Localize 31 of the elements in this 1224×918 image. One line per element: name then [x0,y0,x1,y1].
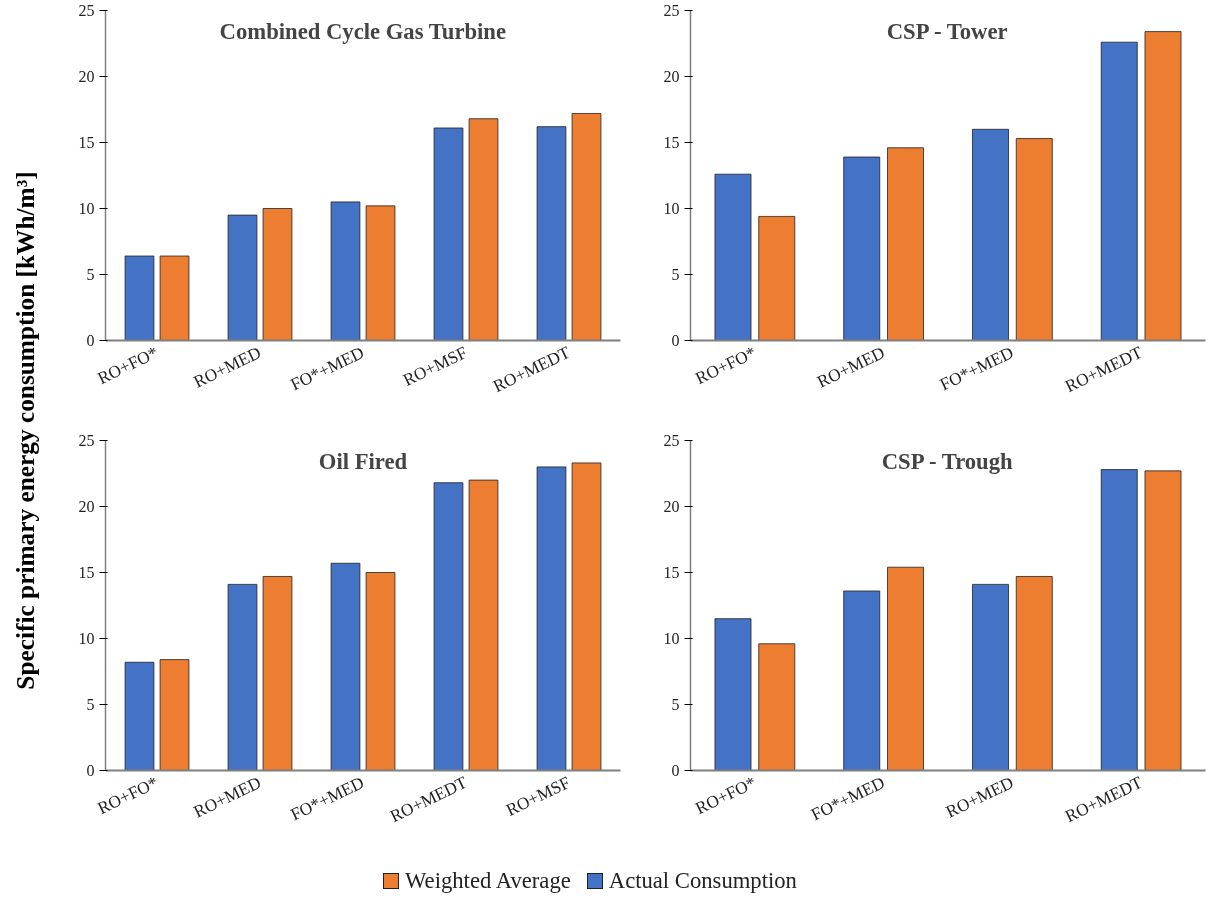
y-tick-label: 15 [663,134,680,151]
y-tick-label: 20 [78,68,95,85]
y-tick-label: 5 [86,266,95,283]
y-tick-label: 25 [78,432,95,449]
y-tick-label: 15 [663,564,680,581]
y-tick-label: 25 [663,432,680,449]
y-tick-label: 15 [78,134,95,151]
y-tick-label: 0 [671,762,680,779]
y-tick-label: 10 [78,200,95,217]
y-tick-label: 10 [78,630,95,647]
y-tick-label: 0 [86,762,95,779]
y-tick-label: 25 [663,2,680,19]
legend-label: Actual Consumption [607,867,797,895]
chart-title: CSP - Trough [881,448,1014,474]
y-tick-label: 0 [671,332,680,349]
chart-title: Combined Cycle Gas Turbine [219,18,506,44]
chart-title: CSP - Tower [886,18,1008,44]
y-tick-label: 5 [671,696,680,713]
y-axis-title: Specific primary energy consumption [kWh/m³] [11,171,40,690]
y-tick-label: 10 [663,630,680,647]
y-tick-label: 20 [78,498,95,515]
y-tick-label: 0 [86,332,95,349]
y-tick-label: 5 [86,696,95,713]
y-tick-label: 10 [663,200,680,217]
legend-label: Weighted Average [404,867,571,895]
y-tick-label: 20 [663,68,680,85]
y-tick-label: 15 [78,564,95,581]
y-tick-label: 25 [78,2,95,19]
y-tick-label: 5 [671,266,680,283]
chart-title: Oil Fired [318,448,408,474]
y-tick-label: 20 [663,498,680,515]
